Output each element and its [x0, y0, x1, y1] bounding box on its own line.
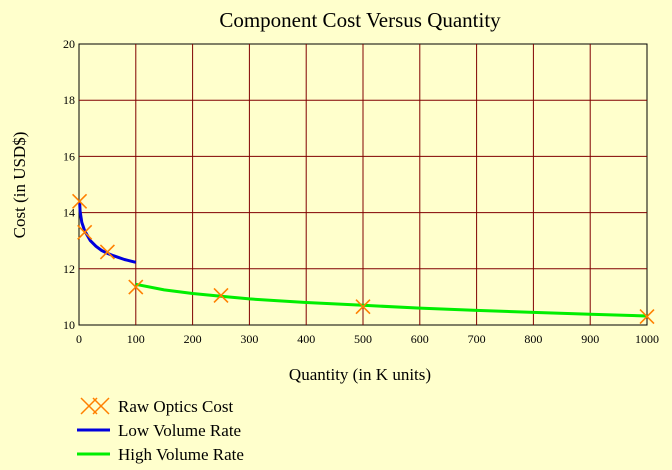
legend-marker-raw	[80, 397, 110, 415]
x-tick-label: 100	[127, 332, 145, 346]
chart-title: Component Cost Versus Quantity	[219, 8, 501, 32]
high-volume-rate-line	[135, 282, 648, 318]
low-volume-rate-line	[78, 201, 137, 264]
x-tick-label: 700	[468, 332, 486, 346]
y-tick-label: 14	[63, 206, 75, 220]
x-tick-label: 800	[524, 332, 542, 346]
y-tick-label: 10	[63, 318, 75, 332]
tick-labels: 0 100 200 300 400 500 600 700 800 900 1000 10 12 14 16…	[63, 37, 659, 346]
legend-label-raw: Raw Optics Cost	[118, 397, 234, 416]
y-axis-label: Cost (in USD$)	[10, 132, 29, 239]
grid-lines	[79, 44, 647, 325]
raw-cost-marker	[99, 244, 115, 260]
y-tick-label: 20	[63, 37, 75, 51]
raw-cost-marker	[639, 309, 655, 325]
raw-cost-marker	[355, 299, 371, 315]
legend: Raw Optics Cost Low Volume Rate High Vol…	[77, 397, 244, 464]
x-tick-label: 900	[581, 332, 599, 346]
x-tick-label: 500	[354, 332, 372, 346]
x-tick-label: 400	[297, 332, 315, 346]
x-axis-label: Quantity (in K units)	[289, 365, 431, 384]
series-layer	[72, 193, 655, 325]
legend-label-high: High Volume Rate	[118, 445, 244, 464]
y-tick-label: 18	[63, 93, 75, 107]
x-tick-label: 0	[76, 332, 82, 346]
legend-label-low: Low Volume Rate	[118, 421, 241, 440]
x-tick-label: 200	[184, 332, 202, 346]
x-tick-label: 300	[240, 332, 258, 346]
y-tick-label: 12	[63, 262, 75, 276]
x-tick-label: 600	[411, 332, 429, 346]
raw-cost-marker	[128, 279, 144, 295]
y-tick-label: 16	[63, 149, 75, 163]
raw-cost-marker	[77, 224, 93, 240]
raw-cost-marker	[213, 287, 229, 304]
x-tick-label: 1000	[635, 332, 659, 346]
raw-cost-marker	[72, 193, 88, 209]
